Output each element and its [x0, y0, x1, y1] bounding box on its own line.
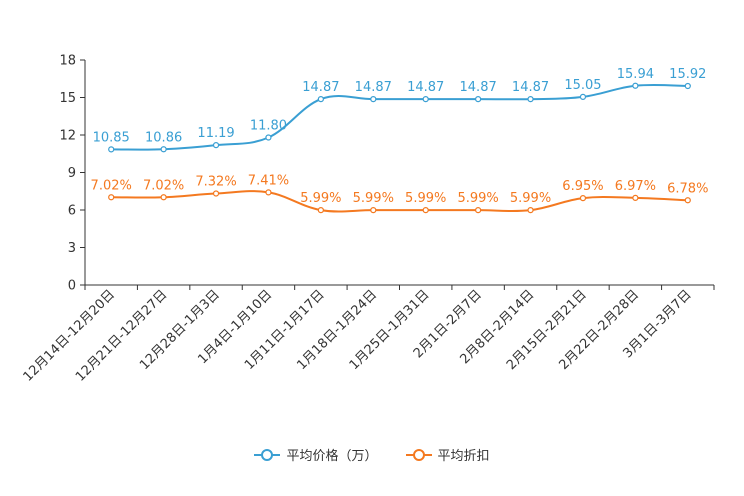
series-line-1: [111, 190, 688, 213]
data-point: [527, 96, 534, 103]
data-point: [212, 190, 220, 197]
line-chart: 036912151812月14日-12月20日12月21日-12月27日12月2…: [21, 54, 715, 385]
data-point: [422, 96, 429, 103]
data-point: [370, 207, 377, 214]
data-point: [212, 142, 220, 149]
data-label: 5.99%: [353, 191, 394, 206]
data-label: 6.97%: [615, 179, 656, 194]
data-label: 6.78%: [667, 181, 708, 196]
data-label: 5.99%: [510, 191, 551, 206]
legend-label: 平均价格（万）: [286, 449, 378, 464]
legend: 平均价格（万） 平均折扣: [0, 445, 744, 464]
y-tick-label: 0: [68, 279, 76, 294]
data-label: 15.92: [669, 67, 706, 82]
data-label-layer: 10.85 10.86 11.19 11.80 14.87 14.87 14.87 14.87…: [91, 67, 709, 206]
data-point: [265, 134, 272, 141]
data-point: [422, 207, 429, 214]
data-label: 7.02%: [91, 178, 132, 193]
data-label: 10.86: [145, 130, 182, 145]
data-label: 15.94: [617, 67, 654, 82]
data-label: 14.87: [512, 80, 549, 95]
data-point: [632, 194, 639, 201]
data-point: [317, 96, 324, 103]
y-tick-label: 15: [59, 91, 76, 106]
data-point: [632, 82, 639, 89]
data-point: [684, 82, 691, 90]
data-label: 5.99%: [405, 191, 446, 206]
data-point: [160, 146, 167, 153]
y-tick-label: 6: [68, 204, 76, 219]
data-point: [579, 195, 587, 202]
data-point: [370, 96, 377, 103]
data-label: 15.05: [564, 78, 601, 93]
data-point: [475, 207, 482, 214]
data-point: [265, 189, 272, 196]
data-label: 14.87: [460, 80, 497, 95]
data-label: 11.19: [197, 126, 234, 141]
series-line-0: [111, 83, 688, 151]
data-label: 14.87: [407, 80, 444, 95]
data-point: [475, 96, 482, 103]
data-point: [317, 207, 324, 214]
data-label: 6.95%: [562, 179, 603, 194]
data-point: [108, 146, 115, 153]
y-tick-label: 3: [68, 241, 76, 256]
data-point: [108, 194, 115, 201]
data-label: 5.99%: [300, 191, 341, 206]
legend-circle-line-icon: [405, 448, 432, 462]
data-label: 14.87: [302, 80, 339, 95]
data-label: 11.80: [250, 119, 287, 134]
data-label: 5.99%: [457, 191, 498, 206]
data-label: 7.32%: [195, 175, 236, 190]
data-point: [579, 93, 587, 100]
data-label: 7.41%: [248, 173, 289, 188]
legend-item-average-discount[interactable]: 平均折扣: [405, 445, 490, 464]
data-point: [684, 197, 691, 204]
series-layer: [108, 82, 691, 214]
y-tick-label: 12: [59, 129, 76, 144]
y-tick-label: 9: [68, 166, 76, 181]
legend-label: 平均折扣: [437, 449, 490, 464]
x-tick-label: 12月14日-12月20日: [21, 287, 118, 384]
legend-circle-line-icon: [254, 448, 281, 462]
data-point: [527, 207, 534, 214]
y-tick-label: 18: [59, 54, 76, 69]
data-label: 14.87: [355, 80, 392, 95]
axis-layer: 036912151812月14日-12月20日12月21日-12月27日12月2…: [21, 54, 715, 385]
data-label: 7.02%: [143, 178, 184, 193]
data-point: [160, 194, 167, 201]
x-tick-label: 12月21日-12月27日: [73, 287, 170, 384]
legend-item-average-price[interactable]: 平均价格（万）: [254, 445, 378, 464]
data-label: 10.85: [93, 130, 130, 145]
